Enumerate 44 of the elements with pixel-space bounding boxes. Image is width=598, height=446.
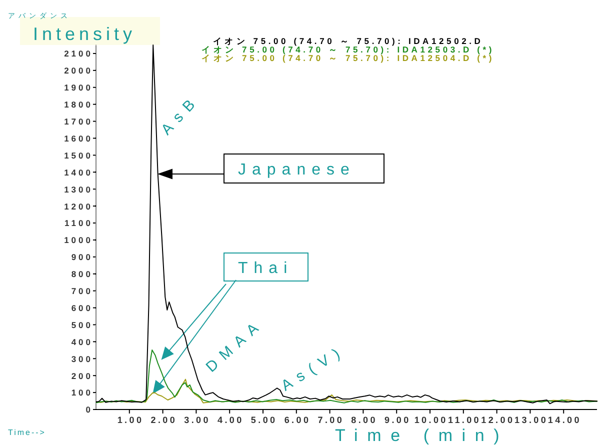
note-box: Japanese [224,154,384,184]
x-tick-label: 3.00 [184,415,210,425]
x-tick-label: 2.00 [150,415,178,425]
y-tick-label: 1600 [64,133,93,144]
y-tick-label: 900 [71,252,93,262]
y-axis-title: Intensity [33,24,136,44]
y-tick-label: 0 [86,404,93,415]
x-tick-label: 1.00 [117,415,144,425]
y-tick-label: 1300 [64,184,93,194]
y-tick-label: 100 [71,388,93,398]
y-tick-label: 500 [71,320,93,330]
annotation: Thai [238,260,294,277]
x-tick-label: 5.00 [250,415,278,425]
x-tick-label: 6.00 [284,415,311,425]
text: Time--> [8,428,46,437]
y-tick-label: 1100 [64,218,93,228]
y-tick-label: 700 [71,286,93,296]
x-tick-label: 4.00 [218,415,244,425]
y-tick-label: 1000 [64,235,93,246]
y-tick-label: 300 [71,354,93,364]
annotation: Japanese [238,162,356,178]
y-tick-label: 1900 [64,82,93,93]
legend: イオン 75.00 (74.70 ～ 75.70): IDA12502.D イオン 75.00 (74.70 ～ 75.70): IDA12503.D (*) イオン 75.00 (74.70 ～ 75.70): IDA12504.D (*) [201,36,495,63]
x-axis-title: Time (min) [335,426,509,445]
y-tick-label: 1500 [64,150,93,160]
y-tick-label: 2100 [64,48,93,59]
y-tick-label: 400 [71,336,93,347]
x-tick-label: 13.00 [514,415,548,425]
x-tick-label: 7.00 [318,415,344,425]
x-tick-label: 12.00 [481,415,515,425]
x-tick-label: 9.00 [384,415,411,425]
y-tick-label: 1400 [64,167,93,178]
x-tick-label: 11.00 [448,415,482,425]
x-tick-label: 14.00 [548,415,582,425]
y-tick-label: 200 [71,370,93,381]
y-tick-label: 800 [71,269,93,280]
y-tick-label: 2000 [64,66,93,76]
y-tick-label: 1800 [64,100,93,110]
y-tick-label: 600 [71,302,93,313]
x-tick-label: 8.00 [351,415,378,425]
note-box: Thai [224,252,308,282]
y-tick-label: 1200 [64,201,93,212]
x-tick-label: 10.00 [414,415,448,425]
y-tick-label: 1700 [64,116,93,126]
